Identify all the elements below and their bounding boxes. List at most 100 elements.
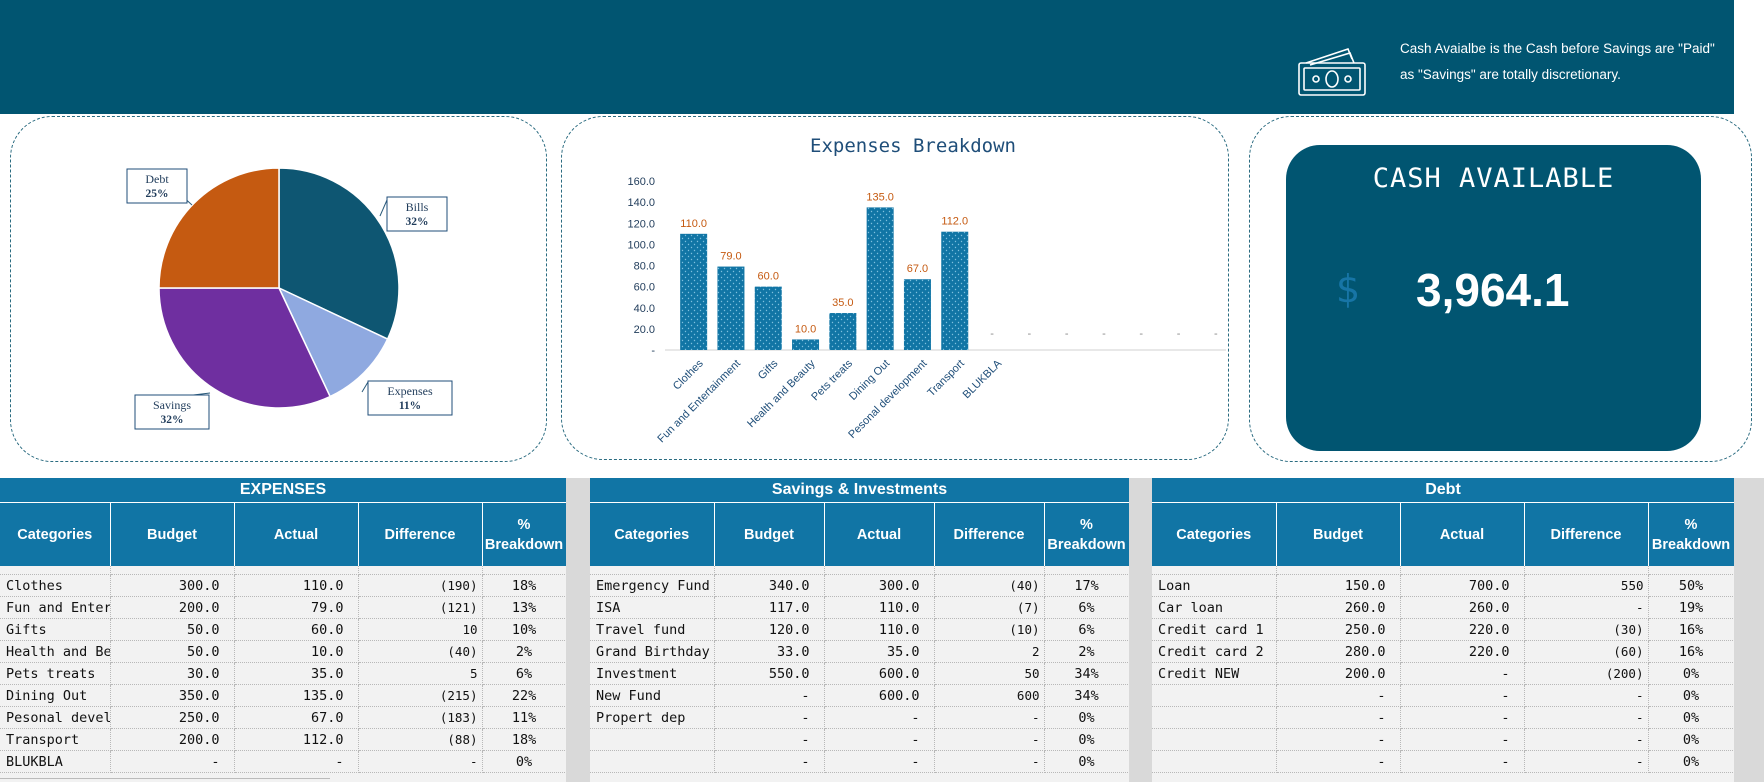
table-cell[interactable]: 340.0 xyxy=(714,574,825,597)
table-cell[interactable]: Credit NEW xyxy=(1152,662,1277,685)
table-cell[interactable]: 0% xyxy=(1648,684,1734,707)
table-cell[interactable]: 550 xyxy=(1524,574,1649,597)
table-cell[interactable]: 5 xyxy=(358,662,483,685)
table-cell[interactable]: 33.0 xyxy=(714,640,825,663)
table-cell[interactable] xyxy=(358,566,483,575)
table-cell[interactable]: - xyxy=(934,750,1045,773)
table-cell[interactable] xyxy=(934,566,1045,575)
table-cell[interactable]: 16% xyxy=(1648,618,1734,641)
table-cell[interactable]: - xyxy=(1400,750,1525,773)
table-cell[interactable]: - xyxy=(1524,684,1649,707)
table-cell[interactable] xyxy=(234,566,359,575)
table-cell[interactable]: 34% xyxy=(1044,684,1129,707)
table-cell[interactable]: (60) xyxy=(1524,640,1649,663)
table-cell[interactable]: Health and Bea xyxy=(0,640,111,663)
table-cell[interactable]: 6% xyxy=(1044,596,1129,619)
table-cell[interactable]: 17% xyxy=(1044,574,1129,597)
table-cell[interactable]: - xyxy=(1400,662,1525,685)
table-cell[interactable]: - xyxy=(714,706,825,729)
table-cell[interactable]: - xyxy=(1524,750,1649,773)
table-cell[interactable]: (200) xyxy=(1524,662,1649,685)
table-cell[interactable]: 0% xyxy=(1044,706,1129,729)
table-cell[interactable]: - xyxy=(1276,750,1401,773)
table-cell[interactable]: 200.0 xyxy=(110,728,235,751)
table-cell[interactable]: 110.0 xyxy=(234,574,359,597)
table-cell[interactable]: 112.0 xyxy=(234,728,359,751)
table-cell[interactable]: 220.0 xyxy=(1400,640,1525,663)
table-cell[interactable] xyxy=(590,566,715,575)
table-cell[interactable]: - xyxy=(934,706,1045,729)
table-cell[interactable] xyxy=(1152,750,1277,773)
table-cell[interactable] xyxy=(482,566,566,575)
table-cell[interactable]: (7) xyxy=(934,596,1045,619)
table-cell[interactable] xyxy=(590,728,715,751)
table-cell[interactable]: 700.0 xyxy=(1400,574,1525,597)
table-cell[interactable]: - xyxy=(934,728,1045,751)
table-cell[interactable] xyxy=(1152,728,1277,751)
table-cell[interactable]: 300.0 xyxy=(824,574,935,597)
table-cell[interactable]: 2% xyxy=(482,640,566,663)
table-cell[interactable]: Pesonal develo xyxy=(0,706,111,729)
table-cell[interactable]: 50.0 xyxy=(110,618,235,641)
table-cell[interactable]: 16% xyxy=(1648,640,1734,663)
table-cell[interactable]: 34% xyxy=(1044,662,1129,685)
table-cell[interactable]: - xyxy=(1524,706,1649,729)
table-cell[interactable]: 35.0 xyxy=(234,662,359,685)
table-cell[interactable]: 120.0 xyxy=(714,618,825,641)
table-cell[interactable]: - xyxy=(1400,728,1525,751)
table-cell[interactable]: Grand Birthday xyxy=(590,640,715,663)
table-cell[interactable]: 22% xyxy=(482,684,566,707)
table-cell[interactable]: 250.0 xyxy=(1276,618,1401,641)
table-cell[interactable]: 350.0 xyxy=(110,684,235,707)
table-cell[interactable]: - xyxy=(1524,728,1649,751)
table-cell[interactable]: - xyxy=(1276,706,1401,729)
table-cell[interactable]: 19% xyxy=(1648,596,1734,619)
table-cell[interactable]: 0% xyxy=(1044,728,1129,751)
table-cell[interactable]: 50 xyxy=(934,662,1045,685)
table-cell[interactable]: 220.0 xyxy=(1400,618,1525,641)
table-cell[interactable]: 550.0 xyxy=(714,662,825,685)
table-cell[interactable]: 18% xyxy=(482,728,566,751)
table-cell[interactable]: (88) xyxy=(358,728,483,751)
table-cell[interactable]: (40) xyxy=(358,640,483,663)
table-cell[interactable]: New Fund xyxy=(590,684,715,707)
table-cell[interactable]: - xyxy=(714,728,825,751)
table-cell[interactable]: - xyxy=(1400,706,1525,729)
table-cell[interactable]: 50.0 xyxy=(110,640,235,663)
table-cell[interactable]: (10) xyxy=(934,618,1045,641)
table-cell[interactable]: Fun and Entert xyxy=(0,596,111,619)
table-cell[interactable]: - xyxy=(824,706,935,729)
table-cell[interactable]: 10% xyxy=(482,618,566,641)
table-cell[interactable]: Pets treats xyxy=(0,662,111,685)
table-cell[interactable]: (190) xyxy=(358,574,483,597)
table-cell[interactable]: - xyxy=(1524,596,1649,619)
table-cell[interactable]: Gifts xyxy=(0,618,111,641)
table-cell[interactable]: 10.0 xyxy=(234,640,359,663)
table-cell[interactable]: - xyxy=(1400,684,1525,707)
table-cell[interactable]: 0% xyxy=(482,750,566,773)
table-cell[interactable]: - xyxy=(234,750,359,773)
table-cell[interactable]: 79.0 xyxy=(234,596,359,619)
table-cell[interactable]: 13% xyxy=(482,596,566,619)
table-cell[interactable]: 6% xyxy=(1044,618,1129,641)
table-cell[interactable]: ISA xyxy=(590,596,715,619)
table-cell[interactable]: (30) xyxy=(1524,618,1649,641)
table-cell[interactable]: 110.0 xyxy=(824,618,935,641)
table-cell[interactable]: 600.0 xyxy=(824,684,935,707)
table-cell[interactable]: 35.0 xyxy=(824,640,935,663)
table-cell[interactable] xyxy=(1152,566,1277,575)
table-cell[interactable] xyxy=(1276,566,1401,575)
table-cell[interactable]: Car loan xyxy=(1152,596,1277,619)
table-cell[interactable]: (121) xyxy=(358,596,483,619)
table-cell[interactable]: 67.0 xyxy=(234,706,359,729)
table-cell[interactable]: - xyxy=(714,684,825,707)
table-cell[interactable]: 2 xyxy=(934,640,1045,663)
table-cell[interactable]: 18% xyxy=(482,574,566,597)
table-cell[interactable] xyxy=(714,566,825,575)
table-cell[interactable]: 0% xyxy=(1648,662,1734,685)
table-cell[interactable] xyxy=(1648,566,1734,575)
table-cell[interactable] xyxy=(1152,706,1277,729)
table-cell[interactable]: 60.0 xyxy=(234,618,359,641)
table-cell[interactable]: - xyxy=(824,750,935,773)
table-cell[interactable]: 11% xyxy=(482,706,566,729)
